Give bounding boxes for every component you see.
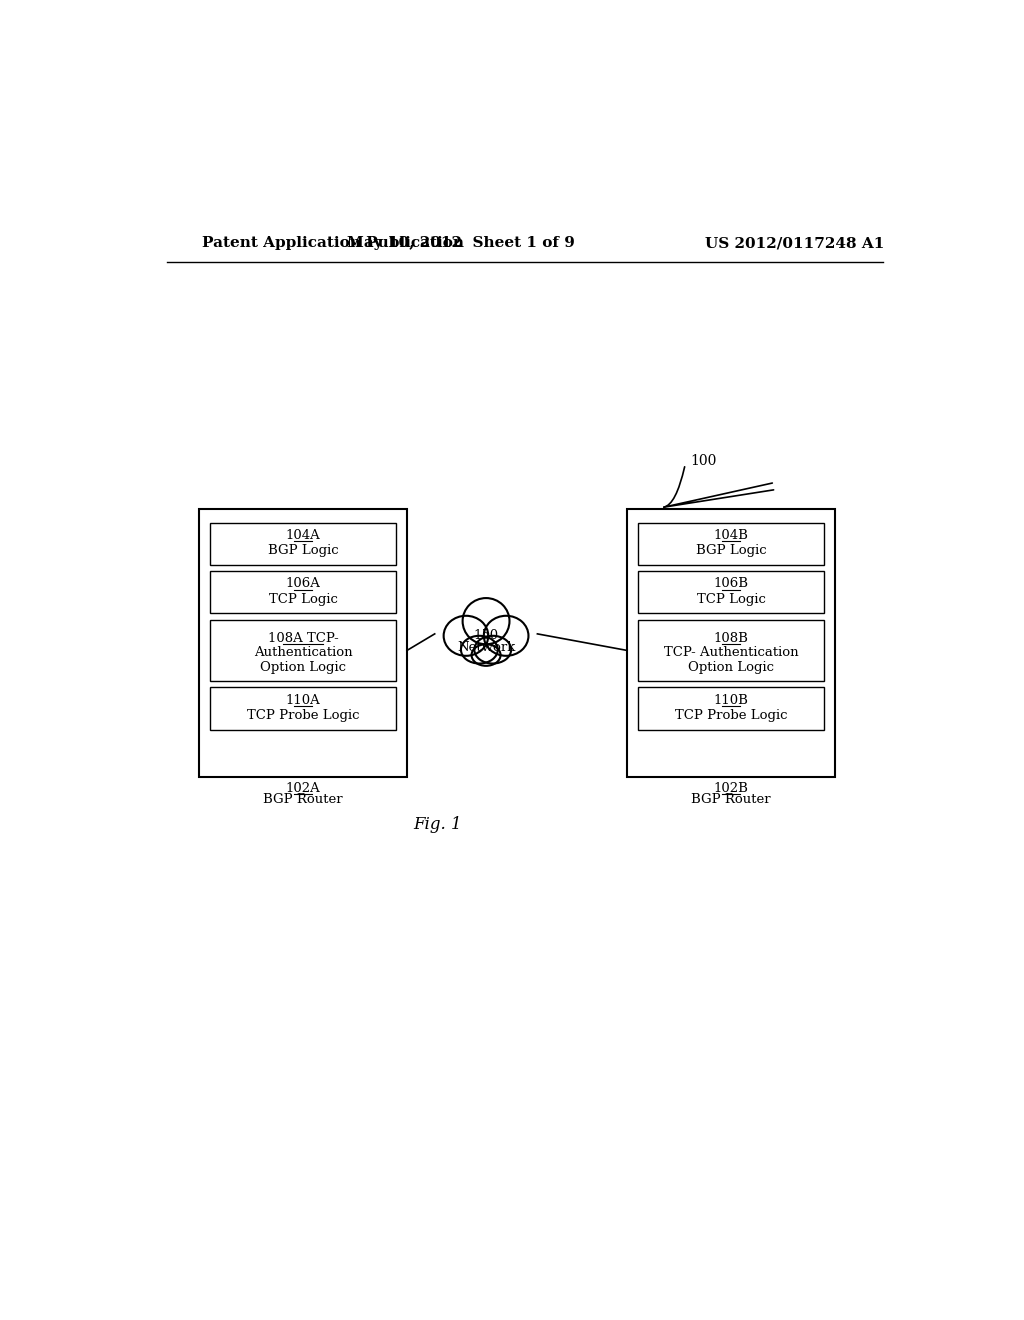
Text: Fig. 1: Fig. 1	[414, 816, 462, 833]
Text: TCP Logic: TCP Logic	[268, 593, 338, 606]
Ellipse shape	[471, 644, 501, 665]
Text: 104A: 104A	[286, 529, 321, 541]
Ellipse shape	[463, 598, 510, 644]
Text: TCP- Authentication
Option Logic: TCP- Authentication Option Logic	[664, 647, 799, 675]
Bar	[210, 523, 396, 565]
Text: 102A: 102A	[286, 781, 321, 795]
Text: May 10, 2012  Sheet 1 of 9: May 10, 2012 Sheet 1 of 9	[347, 236, 575, 249]
Text: 106B: 106B	[714, 577, 749, 590]
Text: 110B: 110B	[714, 693, 749, 706]
Bar	[210, 688, 396, 730]
Text: 110A: 110A	[286, 693, 321, 706]
Text: TCP Logic: TCP Logic	[696, 593, 765, 606]
Bar	[200, 508, 407, 776]
Text: 150: 150	[473, 630, 499, 643]
Ellipse shape	[443, 615, 488, 656]
Bar	[638, 688, 824, 730]
Text: TCP Probe Logic: TCP Probe Logic	[675, 709, 787, 722]
Bar	[210, 619, 396, 681]
Bar	[638, 572, 824, 614]
Text: BGP Router: BGP Router	[691, 793, 771, 807]
Text: US 2012/0117248 A1: US 2012/0117248 A1	[705, 236, 884, 249]
Text: Network: Network	[457, 640, 515, 653]
Text: BGP Logic: BGP Logic	[268, 544, 339, 557]
Bar	[638, 523, 824, 565]
Text: BGP Logic: BGP Logic	[695, 544, 766, 557]
Text: 102B: 102B	[714, 781, 749, 795]
Ellipse shape	[483, 615, 528, 656]
Text: TCP Probe Logic: TCP Probe Logic	[247, 709, 359, 722]
Text: 108A TCP-: 108A TCP-	[267, 631, 339, 644]
Text: 108B: 108B	[714, 631, 749, 644]
Bar	[627, 508, 835, 776]
Text: BGP Router: BGP Router	[263, 793, 343, 807]
Ellipse shape	[461, 636, 498, 664]
Ellipse shape	[474, 636, 511, 664]
Bar	[210, 572, 396, 614]
Text: 104B: 104B	[714, 529, 749, 541]
Bar	[638, 619, 824, 681]
Text: Patent Application Publication: Patent Application Publication	[202, 236, 464, 249]
Text: Authentication
Option Logic: Authentication Option Logic	[254, 647, 352, 675]
Text: 100: 100	[690, 454, 717, 469]
Text: 106A: 106A	[286, 577, 321, 590]
